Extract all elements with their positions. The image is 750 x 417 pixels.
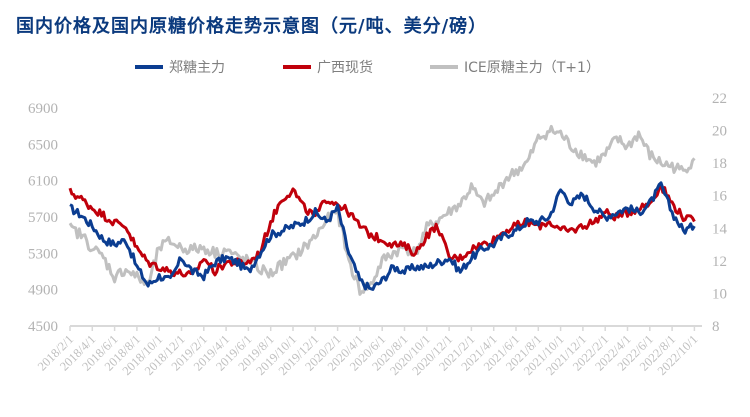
y-left-tick-label: 5700 bbox=[28, 210, 58, 226]
y-right-tick-label: 18 bbox=[712, 156, 727, 172]
legend-item-guangxi[interactable]: 广西现货 bbox=[283, 56, 373, 78]
chart-title: 国内价格及国内原糖价格走势示意图（元/吨、美分/磅） bbox=[16, 16, 488, 37]
y-left-tick-label: 6500 bbox=[28, 137, 58, 153]
y-right-tick-label: 14 bbox=[712, 221, 728, 237]
legend-label: ICE原糖主力（T+1） bbox=[464, 60, 600, 76]
legend-item-zhengtang[interactable]: 郑糖主力 bbox=[135, 56, 225, 78]
y-left-tick-label: 4900 bbox=[28, 283, 58, 299]
y-right-tick-label: 8 bbox=[712, 319, 720, 335]
y-left-tick-label: 5300 bbox=[28, 246, 58, 262]
y-left-tick-label: 6900 bbox=[28, 101, 58, 117]
legend-swatch-ice bbox=[430, 65, 458, 69]
y-left-tick-label: 4500 bbox=[28, 319, 58, 335]
legend-swatch-guangxi bbox=[283, 65, 311, 69]
y-right-tick-label: 12 bbox=[712, 254, 727, 270]
series-line-0 bbox=[69, 181, 696, 291]
legend-label: 广西现货 bbox=[317, 60, 373, 76]
y-right-tick-label: 22 bbox=[712, 91, 727, 107]
series-line-2 bbox=[68, 124, 696, 296]
legend-label: 郑糖主力 bbox=[169, 60, 225, 76]
legend-item-ice[interactable]: ICE原糖主力（T+1） bbox=[430, 56, 600, 78]
legend-swatch-zhengtang bbox=[135, 65, 163, 69]
legend: 郑糖主力 广西现货 ICE原糖主力（T+1） bbox=[0, 56, 750, 78]
y-left-tick-label: 6100 bbox=[28, 174, 58, 190]
y-right-tick-label: 16 bbox=[712, 189, 728, 205]
y-right-tick-label: 10 bbox=[712, 286, 727, 302]
series-line-1 bbox=[68, 182, 696, 278]
y-right-tick-label: 20 bbox=[712, 124, 727, 140]
